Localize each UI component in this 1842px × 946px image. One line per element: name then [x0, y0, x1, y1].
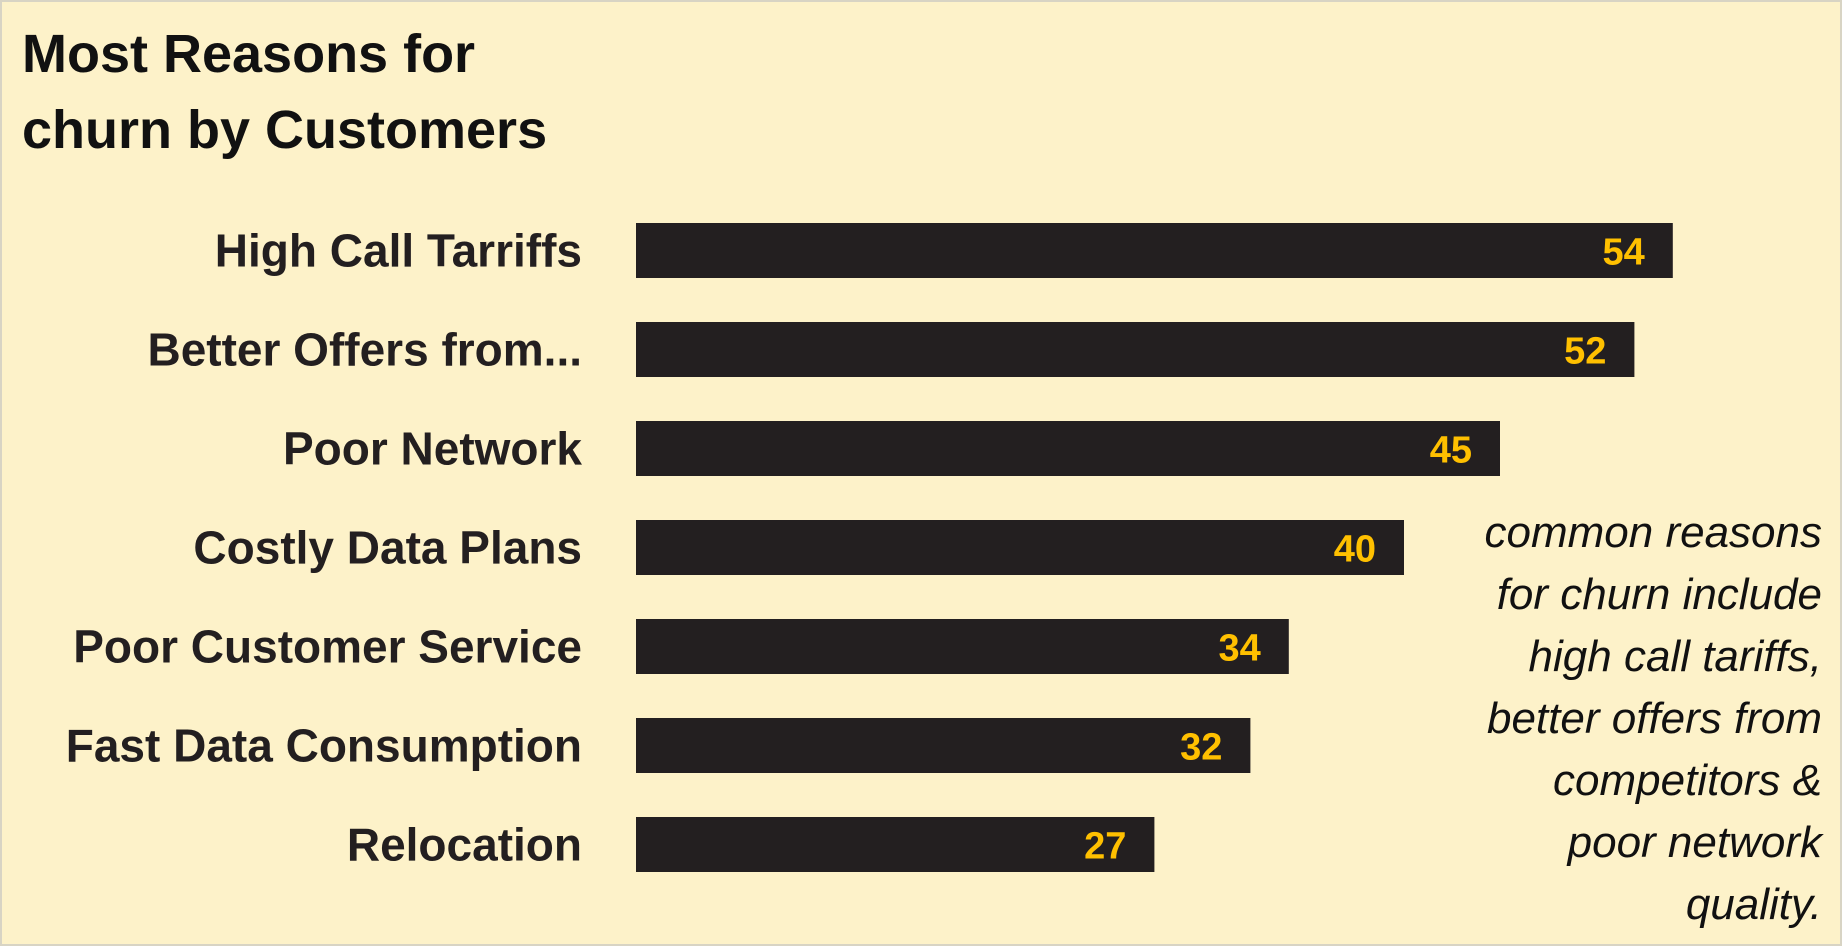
category-label: Relocation: [347, 819, 582, 871]
value-label: 54: [1603, 232, 1645, 274]
bar: [636, 520, 1404, 575]
bar: [636, 619, 1289, 674]
bar: [636, 223, 1673, 278]
category-label: Fast Data Consumption: [66, 720, 582, 772]
category-label: Costly Data Plans: [193, 522, 582, 574]
category-label: Better Offers from...: [147, 324, 582, 376]
value-label: 34: [1219, 628, 1261, 670]
value-label: 32: [1180, 727, 1222, 769]
bar: [636, 817, 1155, 872]
chart-title: Most Reasons for churn by Customers: [22, 24, 548, 160]
bar: [636, 718, 1251, 773]
bar: [636, 322, 1635, 377]
bar: [636, 421, 1500, 476]
annotation-text: common reasons for churn include high ca…: [1484, 508, 1822, 929]
value-label: 27: [1084, 826, 1126, 868]
category-label: High Call Tarriffs: [215, 225, 582, 277]
category-label: Poor Customer Service: [73, 621, 582, 673]
value-label: 40: [1334, 529, 1376, 571]
category-label: Poor Network: [283, 423, 582, 475]
value-label: 52: [1564, 331, 1606, 373]
value-label: 45: [1430, 430, 1472, 472]
